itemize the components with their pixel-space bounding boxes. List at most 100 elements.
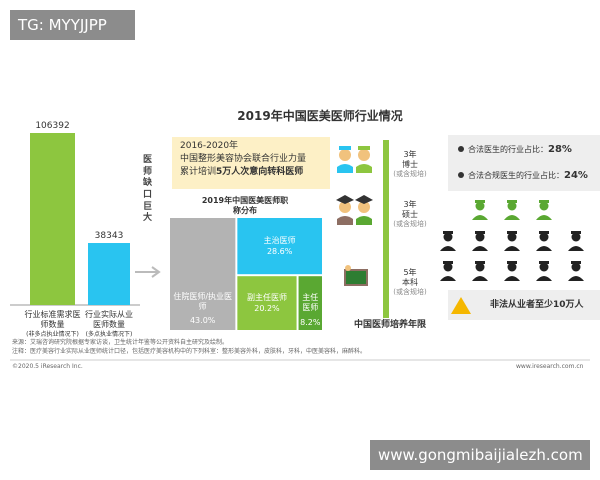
stage-note: (或含规培)	[393, 170, 427, 178]
warning-box	[448, 290, 600, 320]
doctor-body	[472, 246, 488, 251]
doctor-cap	[507, 231, 517, 234]
doctor-head	[443, 262, 453, 272]
doctor-head	[475, 201, 485, 211]
share-value: 28%	[548, 144, 572, 155]
stage-note: (或含规培)	[393, 288, 427, 296]
share-text: 合法医生的行业占比：	[468, 145, 548, 154]
doctor-cap	[443, 261, 453, 264]
share-text: 合法合规医生的行业占比：	[468, 171, 564, 180]
stage-note: (或含规培)	[393, 220, 427, 228]
share-value: 24%	[564, 170, 588, 181]
bar	[88, 243, 130, 305]
share-label: 合法合规医生的行业占比：24%	[468, 170, 588, 182]
watermark: TG: MYYJJPP	[10, 10, 135, 40]
share-panel	[448, 135, 600, 191]
doctor-head	[539, 262, 549, 272]
category-note: (非多点执业情况下)	[26, 331, 79, 338]
cell-label: 主任医师	[302, 293, 319, 312]
doctor-cap	[475, 261, 485, 264]
training-prefix: 累计培训	[180, 167, 217, 177]
stage-degree: 硕士	[402, 210, 418, 219]
doctor-body	[568, 246, 584, 251]
doctor-body	[568, 276, 584, 281]
doctor-body	[504, 246, 520, 251]
doctor-body	[504, 276, 520, 281]
note: 来源：艾瑞咨询研究院根据专家访谈，卫生统计年鉴等公开资料自主研究及绘制。	[12, 339, 229, 346]
title: 2019年中国医美医师行业情况	[237, 109, 403, 123]
cell-label: 住院医师/执业医师	[173, 292, 233, 311]
doctor-cap	[539, 200, 549, 203]
training-line: 累计培训5万人次意向转科医师	[180, 167, 303, 178]
cell-label: 副主任医师	[246, 293, 287, 303]
category-note: (多点执业情况下)	[85, 331, 133, 338]
value-label: 38343	[94, 231, 124, 241]
doctor-head	[571, 262, 581, 272]
doctor-head	[507, 232, 517, 242]
doctor-cap	[507, 261, 517, 264]
doctor-body	[504, 215, 520, 220]
stage-years: 3年	[403, 200, 417, 209]
note: 注释：医疗美容行业实际从业医师统计口径，包括医疗美容机构中的下列科室：整形美容外…	[12, 348, 367, 355]
doctor-head	[571, 232, 581, 242]
stage-years: 5年	[403, 268, 417, 277]
edu-icons	[336, 146, 373, 286]
cell-value: 8.2%	[300, 318, 321, 327]
doctor-head	[507, 201, 517, 211]
stage-degree: 本科	[402, 278, 418, 287]
treemap-cell	[237, 218, 322, 275]
cell-value: 28.6%	[266, 247, 293, 257]
cell-value: 43.0%	[189, 316, 216, 325]
bullet	[458, 146, 464, 152]
doctor-head	[475, 262, 485, 272]
bar	[30, 133, 75, 305]
category-label: 行业标准需求医师数量	[24, 310, 81, 329]
doctor-head	[475, 232, 485, 242]
stage-years: 3年	[403, 150, 417, 159]
doctor-cap	[539, 261, 549, 264]
doctor-head	[443, 232, 453, 242]
doctor-cap	[571, 231, 581, 234]
site: www.iresearch.com.cn	[516, 363, 584, 370]
doctor-body	[536, 215, 552, 220]
doctor-cap	[443, 231, 453, 234]
doctor-body	[536, 246, 552, 251]
treemap-cell	[298, 276, 322, 330]
arrow	[135, 266, 161, 278]
doctor-head	[507, 262, 517, 272]
annotation: 医师缺口巨大	[143, 155, 153, 224]
doctor-head	[539, 232, 549, 242]
value-label: 106392	[35, 121, 70, 131]
doctor-body	[440, 276, 456, 281]
doctor-body	[536, 276, 552, 281]
treemap-title: 2019年中国医美医师职称分布	[201, 196, 289, 215]
category-label: 行业实际从业医师数量	[85, 310, 133, 329]
cell-value: 20.2%	[254, 304, 280, 314]
edu-caption: 中国医师培养年限	[353, 320, 426, 330]
training-period: 2016-2020年	[180, 141, 239, 151]
cell-label: 主治医师	[263, 236, 296, 246]
bullet	[458, 172, 464, 178]
copyright: ©2020.5 iResearch Inc.	[12, 363, 83, 370]
warning: 非法从业者至少10万人	[490, 300, 584, 310]
training-box	[172, 137, 330, 189]
doctor-cap	[539, 231, 549, 234]
timeline-bar	[383, 140, 389, 318]
training-bold: 5万人次意向转科医师	[216, 167, 304, 177]
doctor-cap	[571, 261, 581, 264]
doctor-body	[472, 276, 488, 281]
treemap-cell	[237, 276, 297, 330]
doctor-body	[472, 215, 488, 220]
doctor-cap	[475, 200, 485, 203]
warning-icon	[451, 297, 471, 314]
doctor-body	[440, 246, 456, 251]
doctor-cap	[507, 200, 517, 203]
share-label: 合法医生的行业占比：28%	[468, 144, 572, 156]
watermark: www.gongmibaijialezh.com	[370, 440, 590, 470]
treemap-cell	[170, 218, 236, 330]
stage-degree: 博士	[402, 160, 418, 169]
doctor-cap	[475, 231, 485, 234]
doctor-head	[539, 201, 549, 211]
